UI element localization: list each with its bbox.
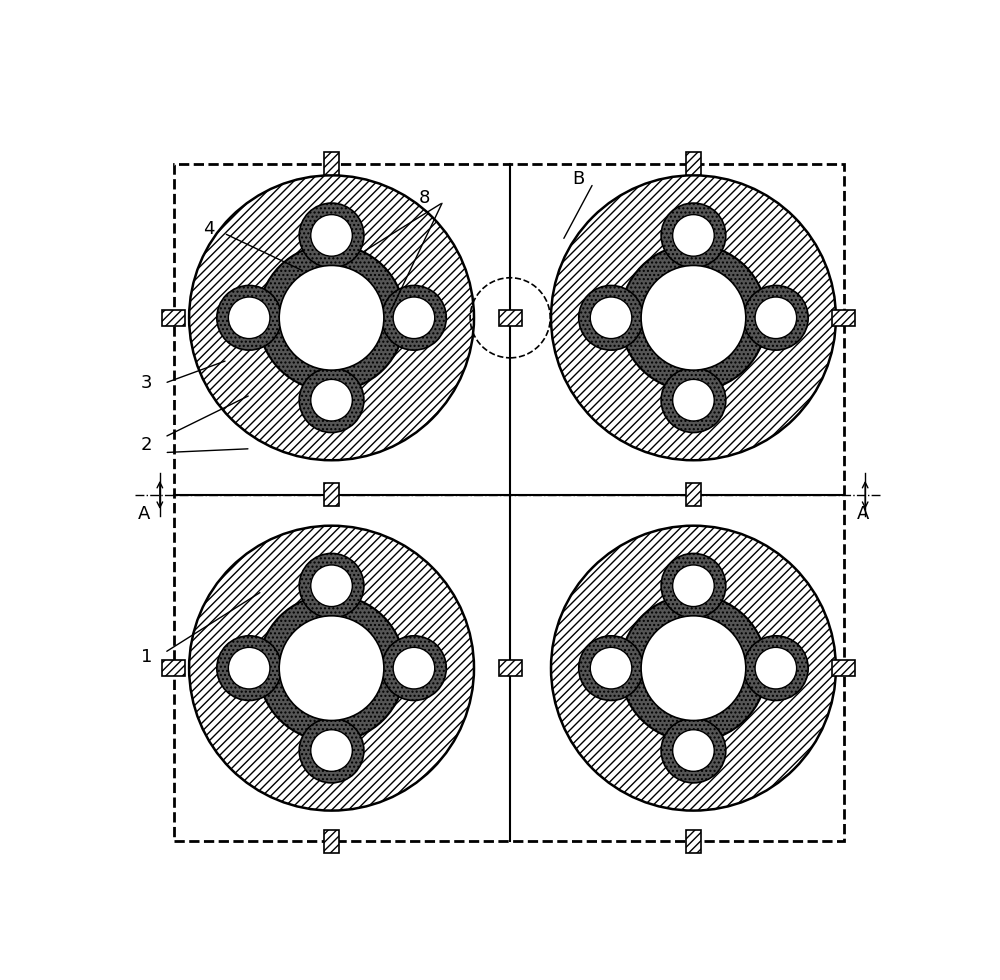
Circle shape <box>258 595 405 741</box>
Circle shape <box>673 215 714 256</box>
Bar <box>324 830 339 853</box>
Circle shape <box>311 730 352 771</box>
Circle shape <box>673 730 714 771</box>
Bar <box>686 483 701 507</box>
Circle shape <box>189 525 474 810</box>
Bar <box>832 661 855 676</box>
Bar <box>324 152 339 175</box>
Circle shape <box>382 636 446 701</box>
Circle shape <box>661 554 726 618</box>
Text: 8: 8 <box>418 189 430 208</box>
Circle shape <box>299 203 364 268</box>
Bar <box>324 483 339 507</box>
Circle shape <box>661 718 726 783</box>
Circle shape <box>311 379 352 421</box>
Circle shape <box>755 297 797 339</box>
Circle shape <box>744 285 808 350</box>
Circle shape <box>641 266 746 370</box>
Circle shape <box>299 554 364 618</box>
Bar <box>162 310 185 325</box>
Circle shape <box>755 648 797 689</box>
Bar <box>686 830 701 853</box>
Text: 3: 3 <box>141 374 152 392</box>
Circle shape <box>579 285 643 350</box>
Circle shape <box>311 564 352 607</box>
Circle shape <box>744 636 808 701</box>
Circle shape <box>279 615 384 720</box>
Circle shape <box>299 368 364 432</box>
Circle shape <box>579 636 643 701</box>
Text: 4: 4 <box>203 220 214 238</box>
Circle shape <box>551 525 836 810</box>
Bar <box>162 661 185 676</box>
Circle shape <box>661 203 726 268</box>
Circle shape <box>189 175 474 461</box>
Circle shape <box>217 636 282 701</box>
Text: 2: 2 <box>141 436 152 454</box>
Circle shape <box>228 648 270 689</box>
Text: A: A <box>138 505 151 523</box>
Circle shape <box>551 175 836 461</box>
Circle shape <box>299 718 364 783</box>
Text: B: B <box>572 171 584 188</box>
Bar <box>832 310 855 325</box>
Circle shape <box>393 297 435 339</box>
Circle shape <box>311 215 352 256</box>
Circle shape <box>641 615 746 720</box>
Circle shape <box>673 564 714 607</box>
Bar <box>499 661 522 676</box>
Circle shape <box>382 285 446 350</box>
Circle shape <box>279 266 384 370</box>
Circle shape <box>590 648 632 689</box>
Circle shape <box>228 297 270 339</box>
Circle shape <box>393 648 435 689</box>
Circle shape <box>673 379 714 421</box>
Text: 1: 1 <box>141 648 152 665</box>
Circle shape <box>258 245 405 391</box>
Bar <box>499 310 522 325</box>
Text: A: A <box>857 505 869 523</box>
Circle shape <box>661 368 726 432</box>
Circle shape <box>620 595 767 741</box>
Bar <box>174 164 844 842</box>
Circle shape <box>620 245 767 391</box>
Circle shape <box>590 297 632 339</box>
Circle shape <box>217 285 282 350</box>
Bar <box>686 152 701 175</box>
